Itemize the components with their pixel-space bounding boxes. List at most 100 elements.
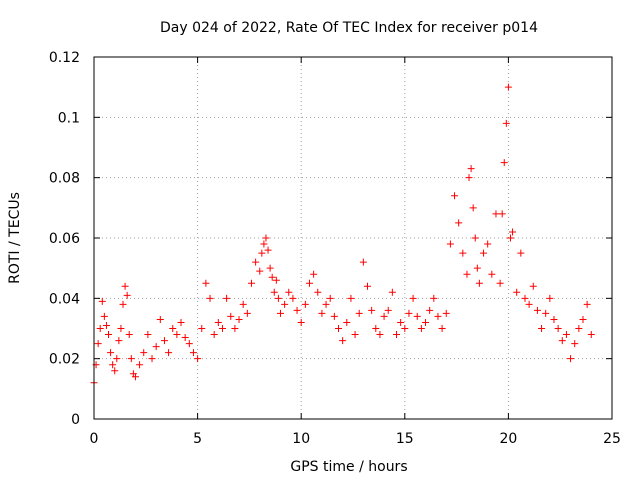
data-points bbox=[90, 83, 595, 387]
data-point bbox=[181, 334, 189, 342]
chart-title: Day 024 of 2022, Rate Of TEC Index for r… bbox=[160, 20, 538, 36]
data-point bbox=[434, 312, 442, 320]
data-point bbox=[111, 367, 119, 375]
data-point bbox=[388, 288, 396, 296]
data-point bbox=[401, 325, 409, 332]
data-point bbox=[169, 325, 177, 332]
data-point bbox=[463, 270, 471, 278]
data-point bbox=[554, 325, 562, 332]
data-point bbox=[546, 294, 554, 302]
data-point bbox=[587, 331, 595, 339]
data-point bbox=[227, 312, 235, 320]
data-point bbox=[121, 282, 129, 290]
data-point bbox=[496, 279, 504, 287]
data-point bbox=[442, 309, 450, 317]
data-point bbox=[202, 279, 210, 287]
data-point bbox=[119, 300, 127, 308]
data-point bbox=[473, 264, 481, 272]
data-point bbox=[550, 315, 558, 323]
data-point bbox=[218, 325, 226, 332]
data-point bbox=[100, 312, 108, 320]
data-point bbox=[310, 270, 318, 278]
data-point bbox=[504, 83, 512, 91]
data-point bbox=[289, 294, 297, 302]
x-tick-label: 15 bbox=[396, 431, 414, 447]
data-point bbox=[297, 318, 305, 326]
data-point bbox=[538, 325, 546, 332]
data-point bbox=[558, 337, 566, 345]
data-point bbox=[455, 219, 463, 227]
y-tick-label: 0.02 bbox=[49, 352, 80, 368]
data-point bbox=[136, 361, 144, 369]
data-point bbox=[351, 331, 359, 339]
data-point bbox=[355, 309, 363, 317]
data-point bbox=[506, 234, 514, 242]
data-point bbox=[96, 325, 104, 332]
axis-ticks: 0 0.02 0.04 0.06 0.08 0.1 0.12 0 5 10 15 20 25 bbox=[49, 50, 621, 447]
data-point bbox=[484, 240, 492, 248]
data-point bbox=[498, 210, 506, 218]
data-point bbox=[94, 340, 102, 348]
data-point bbox=[262, 234, 270, 242]
data-point bbox=[109, 361, 117, 369]
data-point bbox=[393, 331, 401, 339]
data-point bbox=[260, 240, 268, 248]
data-point bbox=[235, 315, 243, 323]
data-point bbox=[247, 279, 255, 287]
data-point bbox=[380, 312, 388, 320]
data-point bbox=[459, 249, 467, 257]
data-point bbox=[364, 282, 372, 290]
data-point bbox=[210, 331, 218, 339]
data-point bbox=[318, 309, 326, 317]
data-point bbox=[160, 337, 168, 345]
data-point bbox=[471, 234, 479, 242]
data-point bbox=[384, 306, 392, 314]
data-point bbox=[214, 318, 222, 326]
y-tick-label: 0 bbox=[71, 412, 80, 428]
y-axis-label: ROTI / TECUs bbox=[7, 192, 23, 284]
data-point bbox=[465, 174, 473, 182]
data-point bbox=[293, 306, 301, 314]
data-point bbox=[583, 300, 591, 308]
data-point bbox=[529, 282, 537, 290]
data-point bbox=[127, 355, 135, 363]
data-point bbox=[206, 294, 214, 302]
data-point bbox=[198, 325, 206, 332]
data-point bbox=[152, 343, 160, 351]
data-point bbox=[368, 306, 376, 314]
data-point bbox=[426, 306, 434, 314]
data-point bbox=[102, 321, 110, 329]
data-point bbox=[422, 318, 430, 326]
data-point bbox=[347, 294, 355, 302]
data-point bbox=[467, 165, 475, 173]
data-point bbox=[492, 210, 500, 218]
x-tick-label: 25 bbox=[603, 431, 621, 447]
data-point bbox=[270, 288, 278, 296]
data-point bbox=[281, 300, 289, 308]
data-point bbox=[144, 331, 152, 339]
data-point bbox=[243, 309, 251, 317]
data-point bbox=[488, 270, 496, 278]
data-point bbox=[113, 355, 121, 363]
data-point bbox=[339, 337, 347, 345]
x-tick-label: 5 bbox=[193, 431, 202, 447]
data-point bbox=[579, 315, 587, 323]
data-point bbox=[513, 288, 521, 296]
data-point bbox=[533, 306, 541, 314]
data-point bbox=[567, 355, 575, 363]
x-tick-label: 10 bbox=[292, 431, 310, 447]
data-point bbox=[542, 309, 550, 317]
y-tick-label: 0.12 bbox=[49, 50, 80, 66]
data-point bbox=[562, 331, 570, 339]
data-point bbox=[274, 294, 282, 302]
data-point bbox=[372, 325, 380, 332]
y-tick-label: 0.1 bbox=[58, 110, 80, 126]
data-point bbox=[376, 331, 384, 339]
data-point bbox=[409, 294, 417, 302]
data-point bbox=[502, 119, 510, 127]
x-axis-label: GPS time / hours bbox=[290, 459, 407, 475]
data-point bbox=[359, 258, 367, 266]
data-point bbox=[405, 309, 413, 317]
data-point bbox=[258, 249, 266, 257]
